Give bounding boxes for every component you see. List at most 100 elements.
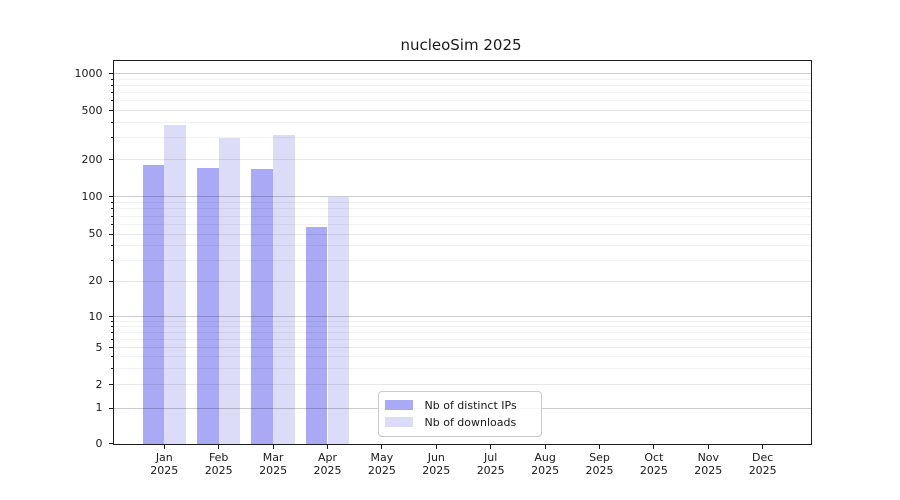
y-minor-tick — [110, 121, 113, 123]
x-tick — [599, 444, 600, 449]
minor-gridline — [113, 215, 811, 217]
x-tick-label: Sep 2025 — [585, 450, 614, 477]
y-minor-tick — [110, 202, 113, 203]
y-minor-tick — [110, 92, 113, 93]
y-tick — [108, 196, 113, 198]
minor-gridline — [113, 339, 811, 341]
y-minor-tick — [110, 356, 113, 358]
y-tick — [108, 347, 113, 349]
x-tick-label: Nov 2025 — [694, 450, 723, 477]
x-tick — [707, 444, 709, 449]
y-tick-label: 200 — [81, 152, 103, 166]
y-minor-tick — [110, 245, 113, 247]
minor-gridline — [113, 78, 811, 80]
y-tick-label: 100 — [81, 189, 103, 203]
gridline — [113, 316, 811, 318]
x-tick — [381, 444, 383, 449]
y-tick-label: 20 — [88, 274, 103, 288]
gridline — [113, 196, 811, 198]
gridline — [113, 280, 811, 282]
y-tick — [108, 159, 113, 160]
x-tick-label: Oct 2025 — [639, 450, 668, 477]
y-minor-tick — [110, 215, 113, 217]
bar-distinct-ips — [251, 169, 274, 444]
minor-gridline — [113, 100, 811, 102]
minor-gridline — [113, 332, 811, 334]
y-minor-tick — [110, 84, 113, 86]
x-tick-label: Aug 2025 — [531, 450, 560, 477]
y-tick — [108, 73, 113, 74]
y-minor-tick — [110, 137, 113, 139]
bar-distinct-ips — [142, 165, 165, 444]
x-tick — [218, 444, 220, 449]
minor-gridline — [113, 326, 811, 328]
bar-distinct-ips — [305, 227, 328, 444]
y-tick-label: 500 — [81, 103, 103, 117]
y-minor-tick — [110, 260, 113, 261]
y-minor-tick — [110, 223, 113, 225]
x-tick — [653, 444, 655, 449]
minor-gridline — [113, 202, 811, 203]
legend-swatch — [384, 417, 413, 427]
minor-gridline — [113, 208, 811, 210]
y-tick — [108, 110, 113, 111]
x-tick — [762, 444, 764, 449]
y-tick — [108, 407, 113, 409]
x-tick — [490, 444, 492, 449]
y-minor-tick — [110, 326, 113, 328]
minor-gridline — [113, 368, 811, 369]
chart-title: nucleoSim 2025 — [400, 36, 522, 54]
bar-distinct-ips — [196, 168, 219, 444]
y-tick-label: 1000 — [74, 66, 103, 80]
y-tick — [108, 233, 113, 235]
y-tick-label: 5 — [95, 340, 103, 354]
x-tick — [327, 444, 328, 449]
y-tick-label: 10 — [88, 309, 103, 323]
minor-gridline — [113, 356, 811, 358]
gridline — [113, 73, 811, 74]
x-tick — [163, 444, 165, 449]
legend-item: Nb of distinct IPs — [384, 399, 533, 412]
x-tick-label: Apr 2025 — [313, 450, 342, 477]
y-minor-tick — [110, 339, 113, 341]
y-tick-label: 0 — [95, 436, 103, 450]
legend-label: Nb of downloads — [424, 415, 517, 429]
x-tick-label: Dec 2025 — [748, 450, 777, 477]
x-tick-label: Feb 2025 — [204, 450, 233, 477]
x-tick-label: May 2025 — [367, 450, 396, 477]
plot-area: 0 1 2 5 10 20 50 100 200 500 1000 Jan 2025 Feb 2025 Mar… — [75, 59, 812, 477]
y-minor-tick — [110, 332, 113, 334]
gridline — [113, 110, 811, 111]
y-minor-tick — [110, 100, 113, 102]
y-tick-label: 1 — [95, 401, 103, 415]
x-tick-label: Jun 2025 — [422, 450, 451, 477]
gridline — [113, 159, 811, 160]
y-tick — [108, 384, 113, 386]
minor-gridline — [113, 245, 811, 247]
y-tick — [108, 443, 113, 444]
minor-gridline — [113, 121, 811, 123]
y-tick — [108, 280, 113, 282]
x-tick-label: Jul 2025 — [476, 450, 505, 477]
x-tick-label: Mar 2025 — [259, 450, 288, 477]
legend-swatch — [384, 400, 413, 410]
y-tick — [108, 316, 113, 318]
gridline — [113, 384, 811, 386]
bar-downloads — [273, 135, 295, 444]
gridline — [113, 233, 811, 235]
y-tick-label: 2 — [95, 377, 103, 391]
x-tick — [544, 444, 546, 449]
y-minor-tick — [110, 368, 113, 369]
legend: Nb of distinct IPs Nb of downloads — [377, 390, 542, 437]
bar-downloads — [164, 125, 187, 444]
minor-gridline — [113, 92, 811, 93]
y-tick-label: 50 — [88, 227, 103, 241]
bar-downloads — [327, 196, 350, 444]
minor-gridline — [113, 320, 811, 322]
gridline — [113, 347, 811, 349]
minor-gridline — [113, 137, 811, 139]
y-minor-tick — [110, 78, 113, 80]
x-tick-label: Jan 2025 — [150, 450, 179, 477]
minor-gridline — [113, 84, 811, 86]
